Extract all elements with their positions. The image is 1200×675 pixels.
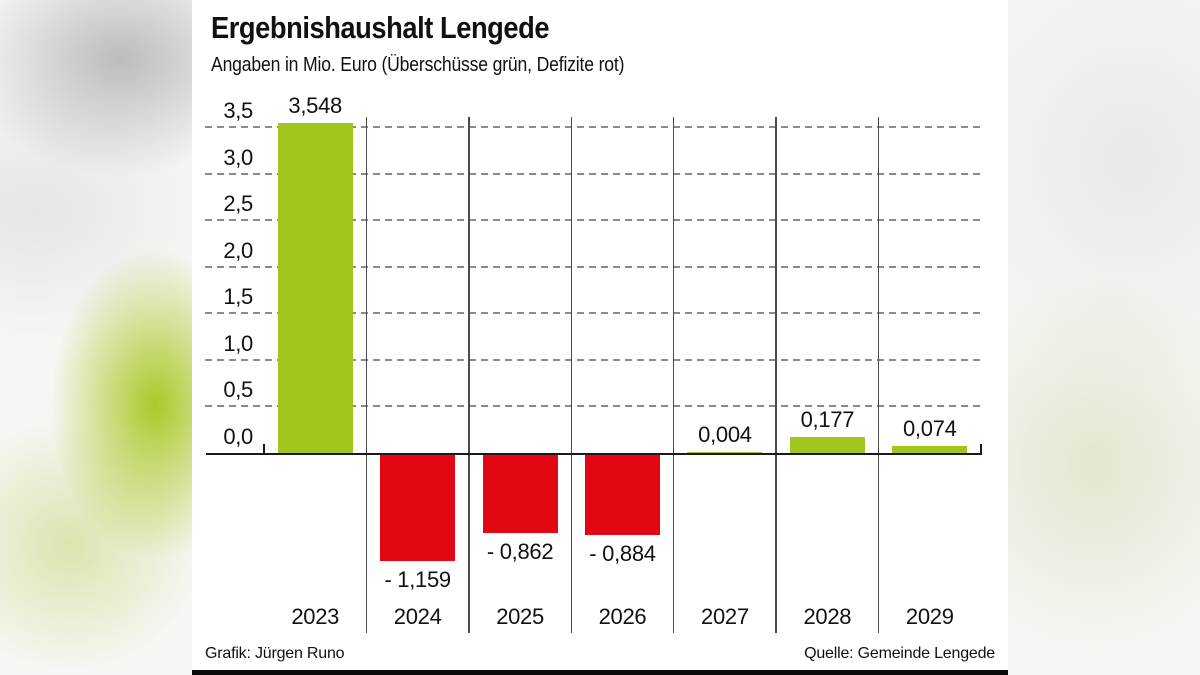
y-tick-label: 1,5: [223, 284, 253, 310]
bottom-rule: [192, 670, 1008, 675]
axis-end-tick-right: [980, 444, 982, 453]
column-separator: [672, 117, 675, 633]
y-tick-label: 3,0: [223, 144, 253, 170]
x-tick-label: 2028: [803, 604, 852, 629]
bar-2026: [585, 453, 660, 535]
column-separator: [877, 117, 880, 633]
y-gridline: [205, 405, 982, 408]
column-separator: [775, 117, 777, 633]
bar-2023: [277, 123, 353, 453]
y-tick-label: 2,5: [223, 191, 253, 217]
y-tick-label: 0,0: [223, 423, 253, 449]
x-tick-label: 2025: [496, 604, 544, 629]
bar-2028: [789, 437, 865, 453]
column-separator: [468, 117, 470, 633]
x-tick-label: 2024: [393, 604, 442, 629]
source-credit: Quelle: Gemeinde Lengede: [804, 645, 995, 662]
bar-value-label: 0,074: [903, 416, 957, 441]
bar-value-label: - 1,159: [384, 567, 451, 592]
y-tick-label: 2,0: [223, 237, 253, 263]
bar-value-label: - 0,862: [486, 539, 554, 564]
zero-axis-line: [206, 453, 982, 455]
bar-2025: [482, 453, 558, 533]
column-separator: [570, 117, 573, 633]
bar-2024: [380, 453, 456, 561]
bar-value-label: 0,004: [698, 422, 752, 447]
column-separator: [365, 117, 368, 633]
x-tick-label: 2027: [701, 604, 749, 629]
graphic-credit: Grafik: Jürgen Runo: [205, 645, 345, 662]
bar-2029: [892, 446, 968, 453]
axis-end-tick-left: [263, 444, 265, 453]
x-tick-label: 2023: [291, 604, 340, 629]
chart-subtitle: Angaben in Mio. Euro (Überschüsse grün, …: [211, 54, 625, 76]
bar-value-label: 3,548: [288, 93, 342, 118]
y-gridline: [205, 219, 982, 222]
y-gridline: [205, 312, 982, 315]
chart-title: Ergebnishaushalt Lengede: [211, 10, 550, 45]
x-tick-label: 2026: [598, 604, 647, 629]
y-gridline: [205, 265, 982, 268]
y-tick-label: 1,0: [223, 330, 253, 356]
bar-value-label: 0,177: [800, 407, 855, 432]
y-gridline: [205, 126, 982, 128]
y-tick-label: 0,5: [223, 377, 253, 403]
bar-2027: [687, 452, 763, 453]
y-gridline: [205, 172, 982, 175]
y-tick-label: 3,5: [223, 98, 253, 123]
bar-value-label: - 0,884: [589, 541, 656, 566]
x-tick-label: 2029: [905, 604, 954, 629]
y-gridline: [205, 358, 982, 361]
